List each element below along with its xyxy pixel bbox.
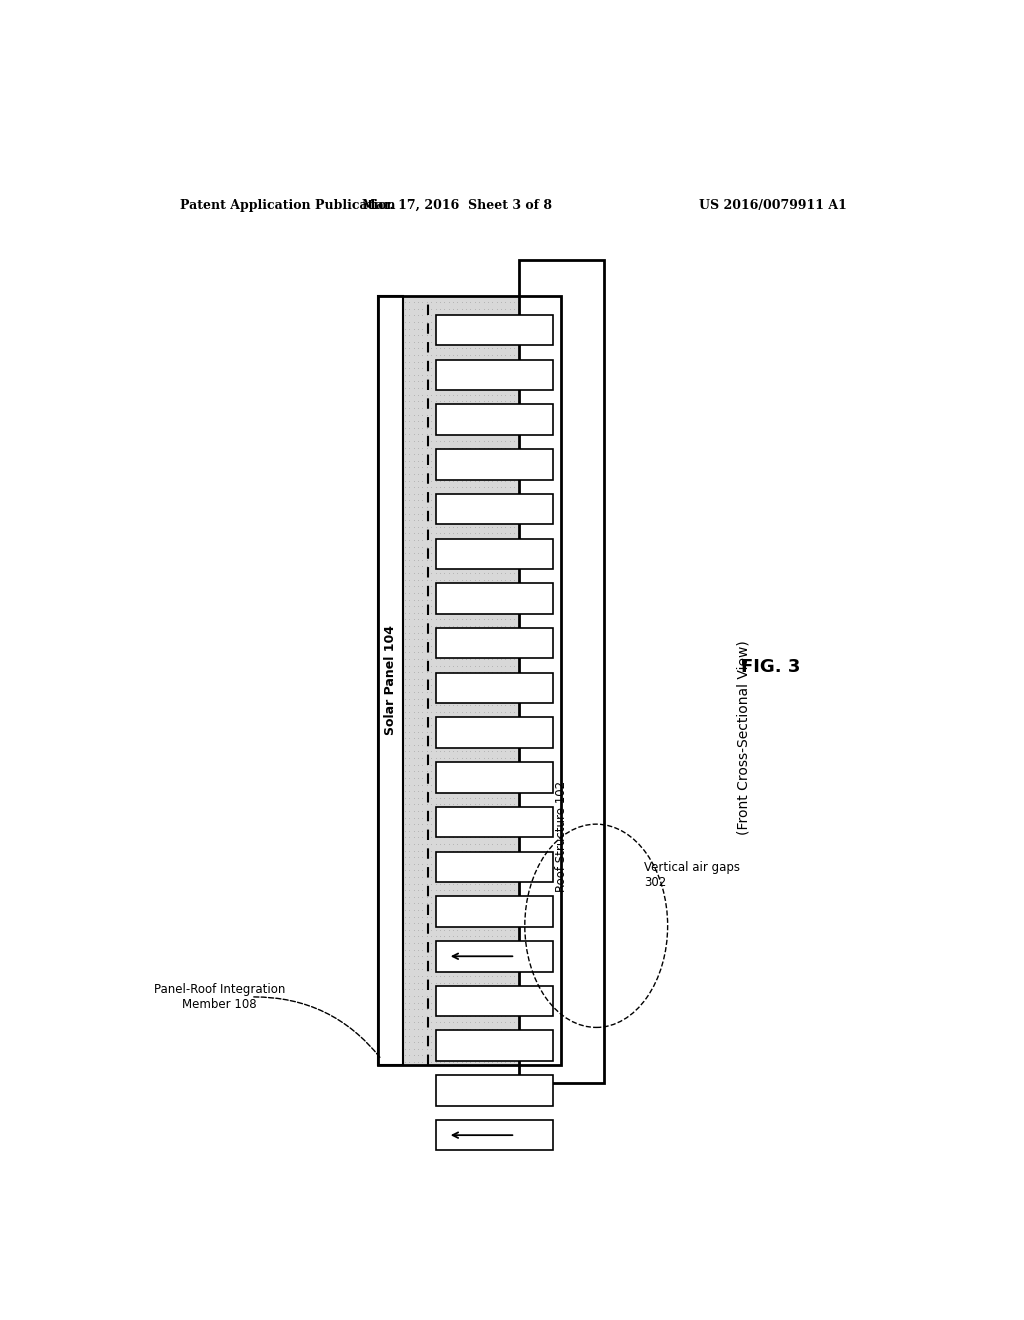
Bar	[436, 449, 553, 479]
Bar	[436, 539, 553, 569]
Text: Vertical air gaps
302: Vertical air gaps 302	[644, 861, 739, 888]
Bar	[436, 896, 553, 927]
Bar	[436, 762, 553, 792]
Bar	[436, 494, 553, 524]
Bar	[436, 583, 553, 614]
Bar	[403, 296, 560, 1065]
Bar	[436, 1076, 553, 1106]
Text: Solar Panel 104: Solar Panel 104	[384, 626, 397, 735]
Text: (Front Cross-Sectional View): (Front Cross-Sectional View)	[736, 640, 750, 836]
Text: Panel-Roof Integration
Member 108: Panel-Roof Integration Member 108	[154, 983, 285, 1011]
Text: FIG. 3: FIG. 3	[741, 657, 801, 676]
Bar	[436, 315, 553, 346]
Text: Patent Application Publication: Patent Application Publication	[179, 199, 395, 213]
Bar	[519, 260, 604, 1084]
Text: Mar. 17, 2016  Sheet 3 of 8: Mar. 17, 2016 Sheet 3 of 8	[362, 199, 552, 213]
Bar	[378, 296, 403, 1065]
Bar	[436, 1031, 553, 1061]
Text: US 2016/0079911 A1: US 2016/0079911 A1	[699, 199, 847, 213]
Text: Roof Structure 102: Roof Structure 102	[555, 780, 568, 892]
Bar	[436, 1119, 553, 1151]
Bar	[436, 628, 553, 659]
Bar	[436, 359, 553, 391]
Bar	[436, 986, 553, 1016]
Bar	[436, 851, 553, 882]
Bar	[436, 807, 553, 837]
Bar	[436, 718, 553, 748]
Bar	[436, 673, 553, 704]
Bar	[436, 404, 553, 434]
Bar	[436, 941, 553, 972]
Bar	[378, 296, 560, 1065]
